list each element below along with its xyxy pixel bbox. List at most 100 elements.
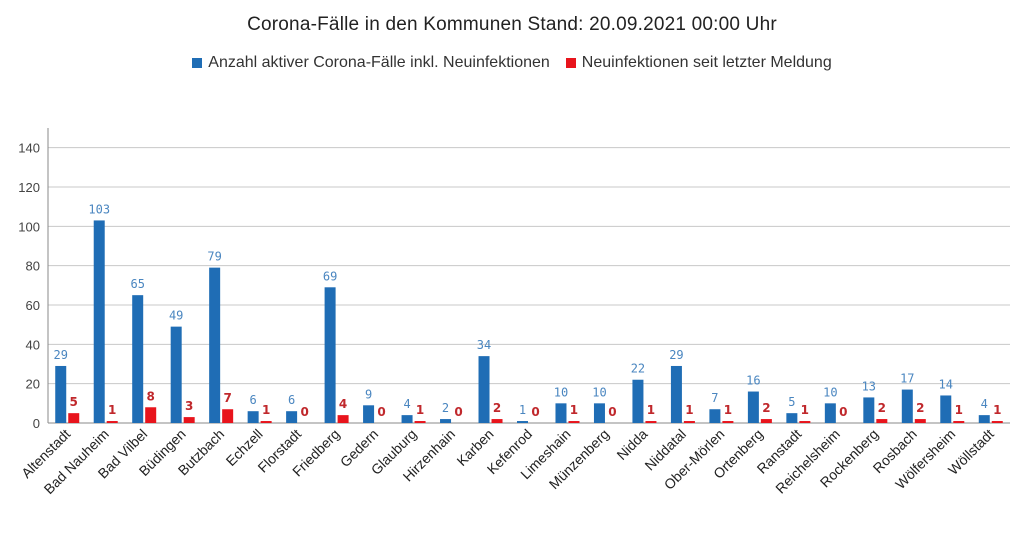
- data-label-active-cases-13: 10: [554, 385, 568, 399]
- bar-active-cases-16: [670, 365, 682, 423]
- data-label-new-infections-12: 0: [531, 405, 539, 419]
- bar-active-cases-20: [824, 403, 836, 423]
- bar-new-infections-24: [991, 421, 1003, 423]
- data-label-active-cases-10: 2: [442, 401, 449, 415]
- bar-new-infections-1: [106, 421, 118, 423]
- legend-swatch-active-cases: [192, 58, 203, 68]
- bar-active-cases-15: [632, 379, 644, 423]
- y-tick-label-0: 0: [33, 416, 40, 431]
- data-label-active-cases-24: 4: [981, 397, 988, 411]
- data-label-new-infections-19: 1: [801, 403, 809, 417]
- data-label-active-cases-11: 34: [477, 338, 491, 352]
- data-label-new-infections-9: 1: [416, 403, 424, 417]
- data-label-active-cases-23: 14: [939, 377, 953, 391]
- bar-new-infections-4: [222, 409, 234, 423]
- bar-active-cases-4: [209, 267, 221, 423]
- bar-new-infections-11: [491, 419, 503, 423]
- data-label-new-infections-2: 8: [147, 389, 155, 403]
- data-label-new-infections-16: 1: [685, 403, 693, 417]
- data-label-active-cases-1: 103: [88, 202, 110, 216]
- legend-item-new-infections: Neuinfektionen seit letzter Meldung: [565, 54, 832, 72]
- data-label-active-cases-14: 10: [592, 385, 606, 399]
- data-label-active-cases-18: 16: [746, 374, 760, 388]
- legend-swatch-new-infections: [565, 58, 576, 68]
- data-label-new-infections-10: 0: [454, 405, 462, 419]
- data-label-new-infections-15: 1: [647, 403, 655, 417]
- data-label-new-infections-14: 0: [608, 405, 616, 419]
- bar-new-infections-7: [337, 415, 349, 423]
- data-label-new-infections-3: 3: [185, 399, 193, 413]
- bar-new-infections-22: [914, 419, 926, 423]
- data-label-new-infections-17: 1: [724, 403, 732, 417]
- data-label-active-cases-5: 6: [250, 393, 257, 407]
- data-label-active-cases-19: 5: [788, 395, 795, 409]
- data-label-new-infections-21: 2: [878, 401, 886, 415]
- bar-new-infections-3: [183, 417, 195, 423]
- y-tick-label-140: 140: [18, 141, 40, 156]
- bar-active-cases-2: [132, 295, 144, 423]
- bar-active-cases-13: [555, 403, 567, 423]
- data-label-active-cases-22: 17: [900, 372, 914, 386]
- data-label-new-infections-7: 4: [339, 397, 347, 411]
- bar-active-cases-17: [709, 409, 721, 423]
- data-label-active-cases-8: 9: [365, 387, 372, 401]
- bar-active-cases-1: [93, 220, 105, 423]
- bar-new-infections-17: [722, 421, 734, 423]
- bar-active-cases-22: [901, 389, 913, 423]
- bar-new-infections-18: [760, 419, 772, 423]
- bar-active-cases-3: [170, 326, 182, 423]
- bar-new-infections-13: [568, 421, 580, 423]
- bar-new-infections-23: [953, 421, 965, 423]
- bar-new-infections-5: [260, 421, 272, 423]
- data-label-new-infections-4: 7: [223, 391, 231, 405]
- bar-active-cases-10: [440, 419, 452, 423]
- bar-active-cases-21: [863, 397, 875, 423]
- data-label-new-infections-6: 0: [300, 405, 308, 419]
- bar-active-cases-6: [286, 411, 298, 423]
- data-label-active-cases-3: 49: [169, 309, 183, 323]
- data-label-new-infections-1: 1: [108, 403, 116, 417]
- bar-active-cases-8: [363, 405, 375, 423]
- data-label-active-cases-20: 10: [823, 385, 837, 399]
- data-label-active-cases-6: 6: [288, 393, 295, 407]
- data-label-new-infections-24: 1: [993, 403, 1001, 417]
- data-label-new-infections-0: 5: [70, 395, 78, 409]
- data-label-active-cases-0: 29: [54, 348, 68, 362]
- data-label-active-cases-21: 13: [862, 379, 876, 393]
- bar-active-cases-23: [940, 395, 952, 423]
- bar-active-cases-9: [401, 415, 413, 423]
- data-label-active-cases-15: 22: [631, 362, 645, 376]
- legend-label-new-infections: Neuinfektionen seit letzter Meldung: [581, 54, 832, 71]
- bar-new-infections-19: [799, 421, 811, 423]
- data-label-active-cases-4: 79: [207, 250, 221, 264]
- data-label-new-infections-13: 1: [570, 403, 578, 417]
- data-label-active-cases-12: 1: [519, 403, 526, 417]
- data-label-active-cases-17: 7: [711, 391, 718, 405]
- y-tick-label-100: 100: [18, 219, 40, 234]
- bar-new-infections-2: [145, 407, 157, 423]
- bar-new-infections-21: [876, 419, 888, 423]
- data-label-new-infections-22: 2: [916, 401, 924, 415]
- bar-new-infections-16: [683, 421, 695, 423]
- bar-active-cases-19: [786, 413, 798, 423]
- bar-new-infections-15: [645, 421, 657, 423]
- y-tick-label-40: 40: [26, 337, 40, 352]
- chart-title: Corona-Fälle in den Kommunen Stand: 20.0…: [247, 14, 777, 35]
- y-tick-label-80: 80: [26, 259, 40, 274]
- bar-new-infections-9: [414, 421, 426, 423]
- legend-label-active-cases: Anzahl aktiver Corona-Fälle inkl. Neuinf…: [208, 54, 550, 71]
- y-tick-label-120: 120: [18, 180, 40, 195]
- data-label-new-infections-8: 0: [377, 405, 385, 419]
- legend-item-active-cases: Anzahl aktiver Corona-Fälle inkl. Neuinf…: [192, 54, 550, 72]
- bar-active-cases-18: [747, 391, 759, 423]
- data-label-active-cases-9: 4: [403, 397, 410, 411]
- chart-legend: Anzahl aktiver Corona-Fälle inkl. Neuinf…: [0, 54, 1024, 72]
- data-label-active-cases-16: 29: [669, 348, 683, 362]
- data-label-active-cases-7: 69: [323, 269, 337, 283]
- bar-active-cases-12: [517, 421, 528, 423]
- bar-new-infections-0: [68, 413, 80, 423]
- data-label-active-cases-2: 65: [130, 277, 144, 291]
- data-label-new-infections-20: 0: [839, 405, 847, 419]
- data-label-new-infections-18: 2: [762, 401, 770, 415]
